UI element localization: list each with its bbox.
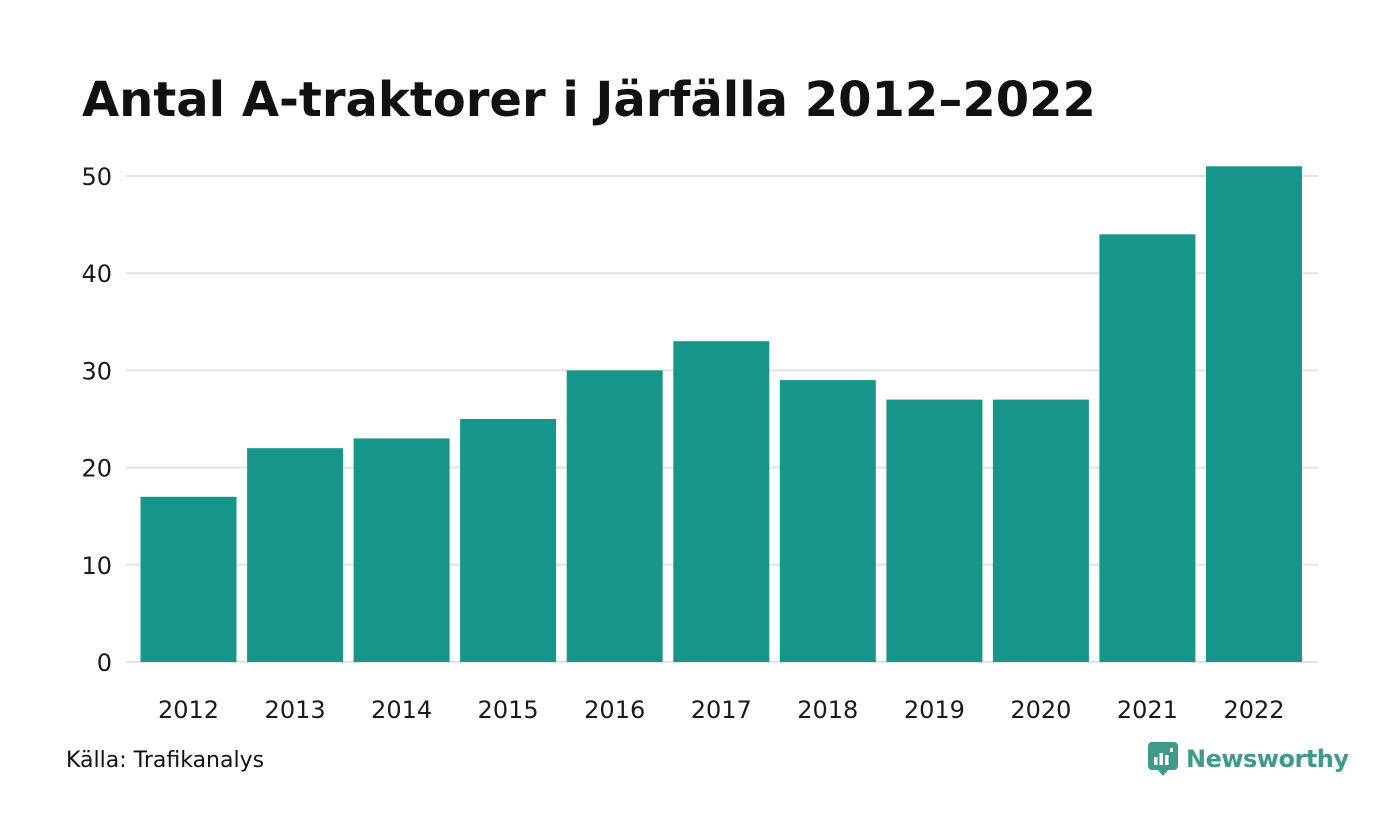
y-tick-label: 50 bbox=[81, 163, 112, 191]
y-tick-label: 20 bbox=[81, 455, 112, 483]
bars bbox=[140, 166, 1302, 663]
x-tick-label-2015: 2015 bbox=[478, 696, 539, 724]
x-tick-label-2016: 2016 bbox=[584, 696, 645, 724]
y-axis-ticks: 0 10 20 30 40 50 bbox=[81, 163, 112, 677]
bar-2021 bbox=[1099, 234, 1196, 663]
y-tick-label: 30 bbox=[81, 357, 112, 385]
x-tick-label-2022: 2022 bbox=[1223, 696, 1284, 724]
bar-2020 bbox=[992, 399, 1089, 662]
x-tick-label-2020: 2020 bbox=[1010, 696, 1071, 724]
x-tick-label-2021: 2021 bbox=[1117, 696, 1178, 724]
bar-2015 bbox=[460, 419, 557, 662]
y-tick-label: 40 bbox=[81, 260, 112, 288]
newsworthy-logo-icon bbox=[1148, 742, 1178, 776]
bar-2014 bbox=[353, 438, 450, 662]
x-tick-label-2013: 2013 bbox=[265, 696, 326, 724]
x-axis-ticks: 2012 2013 2014 2015 2016 2017 2018 2019 2020 2021… bbox=[158, 696, 1285, 724]
x-tick-label-2019: 2019 bbox=[904, 696, 965, 724]
bar-2016 bbox=[566, 370, 663, 662]
brand-name: Newsworthy bbox=[1186, 745, 1349, 773]
bar-2013 bbox=[247, 448, 344, 662]
bar-2018 bbox=[779, 380, 876, 662]
brand-logo: Newsworthy bbox=[1148, 742, 1349, 776]
source-label: Källa: Trafikanalys bbox=[66, 748, 265, 773]
bar-2019 bbox=[886, 399, 983, 662]
y-tick-label: 0 bbox=[97, 649, 112, 677]
bar-2012 bbox=[140, 496, 237, 662]
y-tick-label: 10 bbox=[81, 552, 112, 580]
bar-2017 bbox=[673, 341, 770, 662]
x-tick-label-2018: 2018 bbox=[797, 696, 858, 724]
chart-title: Antal A-traktorer i Järfälla 2012–2022 bbox=[82, 72, 1096, 128]
bar-2022 bbox=[1206, 166, 1302, 663]
x-tick-label-2014: 2014 bbox=[371, 696, 432, 724]
x-tick-label-2017: 2017 bbox=[691, 696, 752, 724]
x-tick-label-2012: 2012 bbox=[158, 696, 219, 724]
